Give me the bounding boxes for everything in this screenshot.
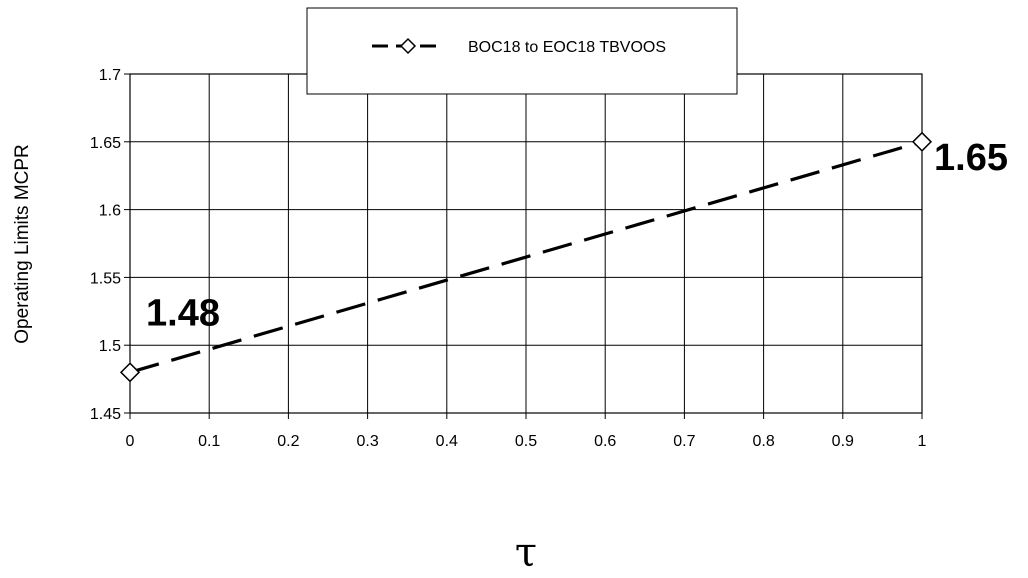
x-tick-label: 0.2: [277, 433, 299, 450]
legend: BOC18 to EOC18 TBVOOS: [306, 7, 738, 95]
x-axis-label: τ: [515, 530, 537, 576]
x-tick-label: 0.6: [594, 433, 616, 450]
x-tick-label: 0.8: [752, 433, 774, 450]
legend-diamond-marker-icon: [399, 37, 417, 55]
y-tick-label: 1.5: [99, 338, 121, 355]
y-tick-label: 1.55: [90, 270, 121, 287]
legend-box: [306, 7, 738, 95]
x-tick-label: 0: [126, 433, 135, 450]
x-tick-label: 0.7: [673, 433, 695, 450]
y-tick-label: 1.65: [90, 135, 121, 152]
data-point-diamond-marker: [119, 362, 141, 383]
x-tick-label: 0.5: [515, 433, 537, 450]
y-tick-label: 1.7: [99, 67, 121, 84]
x-axis-ticks: 0 0.1 0.2 0.3 0.4 0.5 0.6 0.7 0.8 0.9 1: [126, 413, 927, 450]
legend-series-name: BOC18 to EOC18 TBVOOS: [468, 39, 666, 56]
x-tick-label: 0.3: [356, 433, 378, 450]
x-tick-label: 0.4: [436, 433, 458, 450]
x-tick-label: 0.9: [832, 433, 854, 450]
x-tick-label: 1: [918, 433, 927, 450]
data-labels: 1.48 1.65: [146, 137, 1008, 335]
y-axis-ticks: 1.45 1.5 1.55 1.6 1.65 1.7: [90, 67, 130, 423]
x-tick-label: 0.1: [198, 433, 220, 450]
series-line: [129, 140, 923, 374]
data-label: 1.48: [146, 292, 220, 334]
data-point-diamond-marker: [911, 131, 933, 152]
series-layer: [119, 131, 933, 383]
data-label: 1.65: [934, 137, 1008, 179]
y-axis-label: Operating Limits MCPR: [12, 144, 33, 344]
y-tick-label: 1.45: [90, 406, 121, 423]
y-tick-label: 1.6: [99, 203, 121, 220]
